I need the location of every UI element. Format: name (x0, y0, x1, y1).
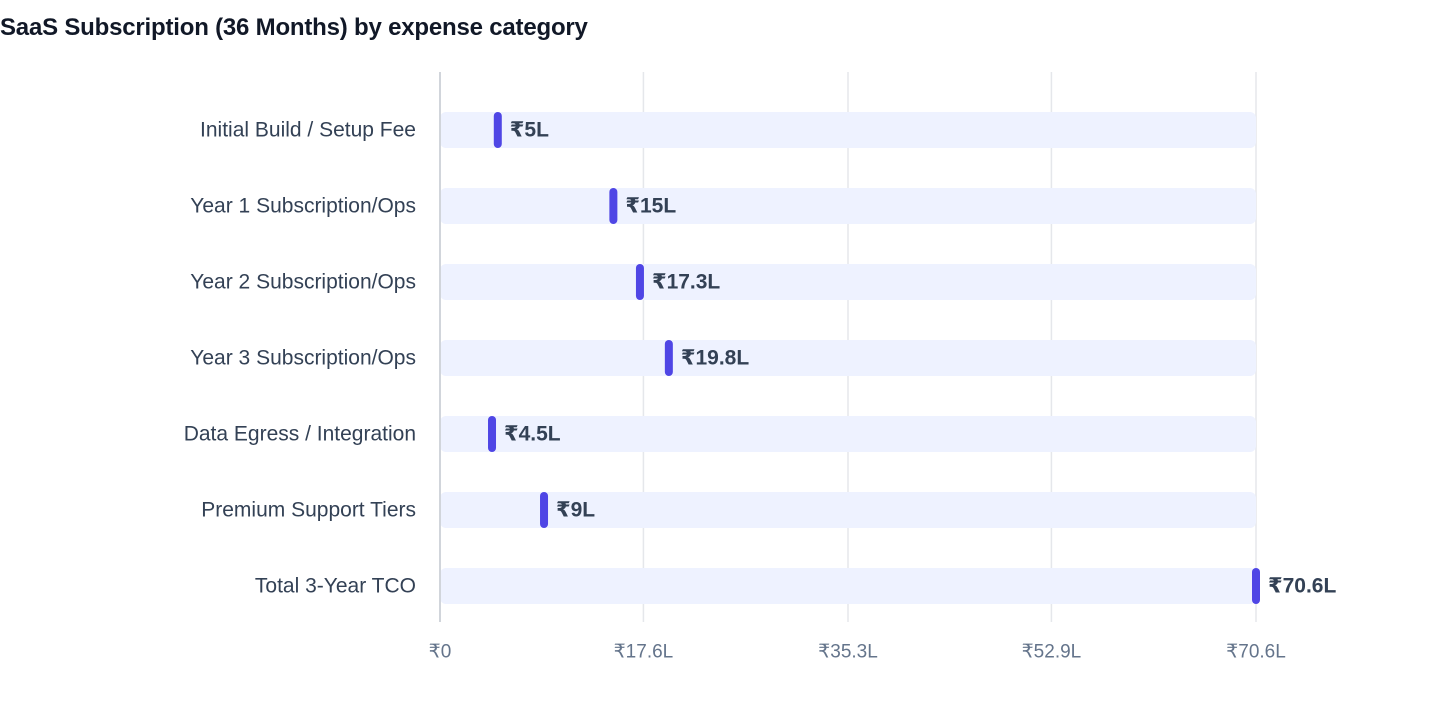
bar-track (440, 340, 1256, 376)
bar-marker (493, 112, 502, 148)
bar-track (440, 492, 1256, 528)
category-label: Initial Build / Setup Fee (200, 119, 416, 142)
bar-marker (609, 188, 618, 224)
category-label: Year 3 Subscription/Ops (190, 347, 416, 370)
category-label: Premium Support Tiers (201, 499, 416, 522)
value-label: ₹70.6L (1268, 575, 1336, 598)
category-label: Year 2 Subscription/Ops (190, 271, 416, 294)
bar-track (440, 188, 1256, 224)
value-label: ₹15L (625, 195, 676, 218)
value-label: ₹19.8L (681, 347, 749, 370)
value-label: ₹17.3L (652, 271, 720, 294)
chart-title: SaaS Subscription (36 Months) by expense… (0, 14, 588, 41)
bar-track (440, 568, 1256, 604)
bar-marker (664, 340, 673, 376)
x-tick-label: ₹52.9L (1022, 642, 1082, 663)
bar-tracks (440, 112, 1256, 604)
bar-track (440, 112, 1256, 148)
value-label: ₹4.5L (504, 423, 561, 446)
bar-markers (488, 112, 1260, 604)
value-labels: ₹5L ₹15L ₹17.3L ₹19.8L ₹4.5L ₹9L ₹70.6L (504, 119, 1336, 598)
category-labels: Initial Build / Setup Fee Year 1 Subscrip… (184, 119, 416, 598)
x-tick-label: ₹70.6L (1226, 642, 1286, 663)
bar-marker (635, 264, 644, 300)
x-tick-label: ₹17.6L (614, 642, 674, 663)
category-label: Data Egress / Integration (184, 423, 416, 446)
bar-marker (1252, 568, 1260, 604)
bar-marker (488, 416, 497, 452)
x-tick-labels: ₹0 ₹17.6L ₹35.3L ₹52.9L ₹70.6L (429, 642, 1286, 663)
value-label: ₹9L (556, 499, 595, 522)
bar-track (440, 416, 1256, 452)
bar-track (440, 264, 1256, 300)
category-label: Year 1 Subscription/Ops (190, 195, 416, 218)
x-tick-label: ₹0 (429, 642, 452, 663)
bar-marker (540, 492, 549, 528)
value-label: ₹5L (510, 119, 549, 142)
x-tick-label: ₹35.3L (818, 642, 878, 663)
category-label: Total 3-Year TCO (255, 575, 416, 598)
